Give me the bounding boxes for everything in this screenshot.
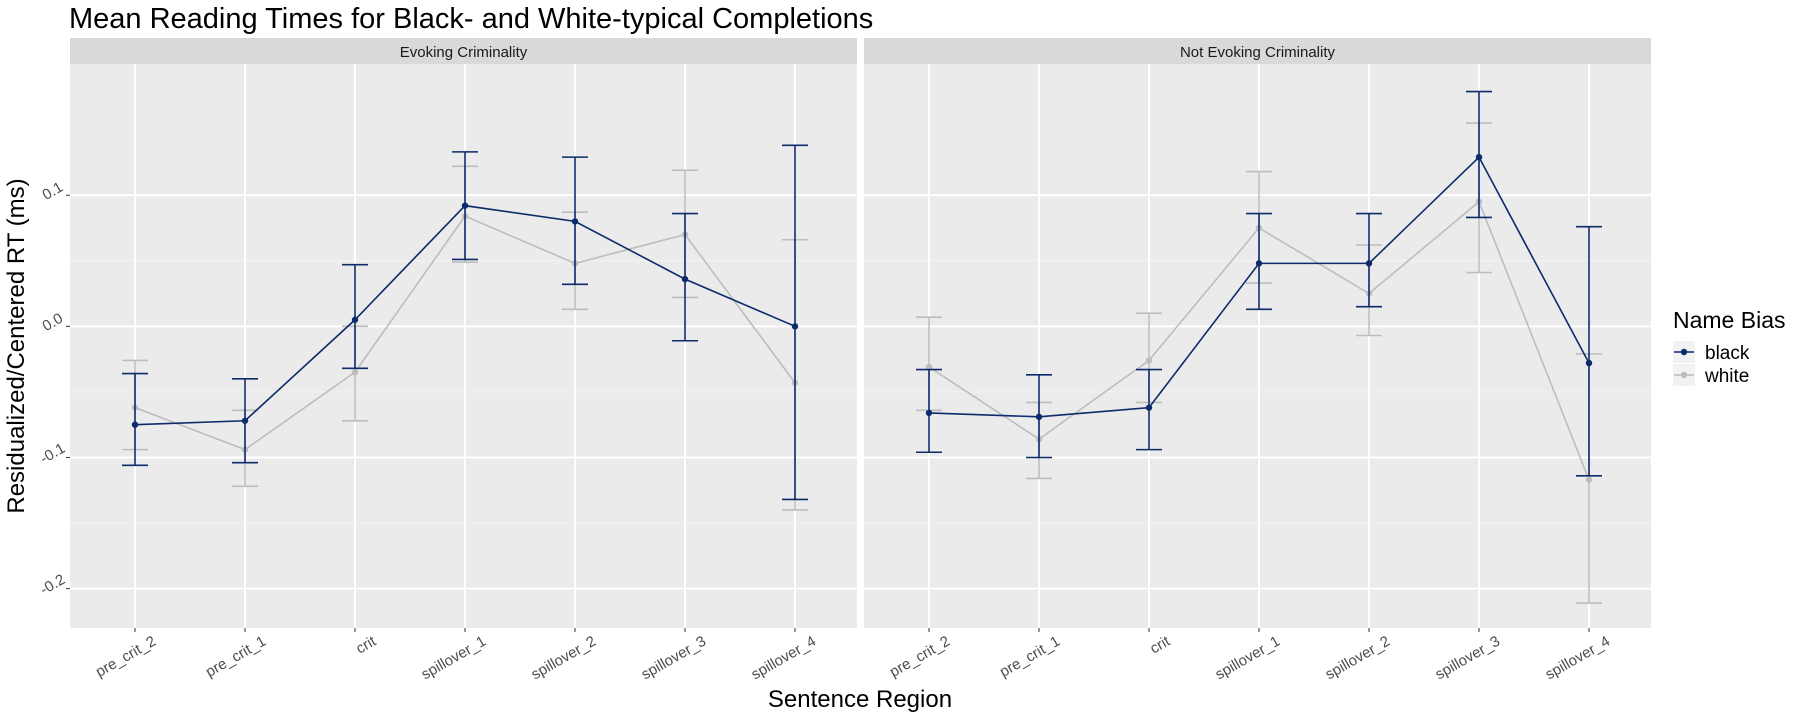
x-tick-label: spillover_1 — [1212, 633, 1283, 684]
data-point — [1145, 357, 1153, 364]
data-marks — [122, 144, 808, 511]
x-tick-label: spillover_3 — [1432, 633, 1503, 684]
x-tick-label: pre_crit_1 — [997, 633, 1063, 681]
data-point — [925, 409, 933, 417]
x-tick-label: spillover_4 — [748, 633, 819, 684]
y-axis-ticks: -0.2 -0.1 0.0 0.1 — [37, 179, 70, 599]
x-tick-label: spillover_1 — [418, 633, 489, 684]
data-marks — [916, 90, 1602, 604]
x-tick-label: pre_crit_2 — [887, 633, 953, 681]
strip-background — [864, 38, 1651, 64]
plot-background — [70, 64, 857, 628]
strip-label-not-evoking-criminality: Not Evoking Criminality — [1180, 44, 1336, 61]
y-axis-title: Residualized/Centered RT (ms) — [3, 178, 30, 513]
x-tick-label: crit — [353, 632, 380, 657]
data-point — [1585, 476, 1593, 483]
data-point — [351, 369, 359, 376]
x-tick-label: spillover_2 — [528, 633, 599, 684]
x-tick-label: spillover_4 — [1542, 633, 1613, 684]
x-tick-label: pre_crit_1 — [203, 633, 269, 681]
data-point — [351, 316, 359, 323]
legend-entry-black: black — [1673, 341, 1750, 364]
data-point — [1475, 153, 1483, 161]
plot-background — [864, 64, 1651, 628]
data-point — [461, 202, 469, 209]
x-axis-title: Sentence Region — [768, 686, 952, 713]
data-point — [131, 421, 139, 428]
legend-entry-white: white — [1673, 364, 1749, 387]
legend-label-white: white — [1704, 366, 1749, 387]
data-point — [1145, 404, 1153, 411]
x-axis-ticks: pre_crit_2 pre_crit_1 crit spillover_1 spill… — [93, 628, 1613, 683]
data-point — [241, 417, 249, 424]
data-point — [925, 363, 933, 371]
data-point — [791, 323, 799, 330]
strip-background — [70, 38, 857, 64]
data-point — [571, 218, 579, 225]
x-tick-label: crit — [1147, 632, 1174, 657]
panel-evoking-criminality: Evoking Criminality — [70, 38, 857, 628]
data-point — [1035, 413, 1043, 421]
series-black — [122, 144, 808, 501]
x-tick-label: spillover_2 — [1322, 633, 1393, 684]
panel-not-evoking-criminality: Not Evoking Criminality — [864, 38, 1651, 628]
legend-label-black: black — [1705, 343, 1750, 364]
data-point — [1255, 260, 1263, 267]
x-tick-label: spillover_3 — [638, 633, 709, 684]
legend-title: Name Bias — [1673, 307, 1785, 333]
data-point — [1585, 359, 1593, 367]
strip-label-evoking-criminality: Evoking Criminality — [400, 44, 528, 61]
x-tick-label: pre_crit_2 — [93, 633, 159, 681]
series-black — [916, 90, 1602, 477]
y-tick-label: 0.1 — [39, 179, 66, 204]
chart-title: Mean Reading Times for Black- and White-… — [69, 3, 873, 35]
legend-key-point — [1680, 371, 1688, 379]
data-point — [681, 275, 689, 283]
data-point — [1365, 260, 1373, 267]
y-tick-label: 0.0 — [39, 310, 66, 335]
legend-key-point — [1680, 348, 1688, 356]
y-tick-label: -0.2 — [37, 571, 68, 599]
y-tick-label: -0.1 — [37, 440, 68, 468]
